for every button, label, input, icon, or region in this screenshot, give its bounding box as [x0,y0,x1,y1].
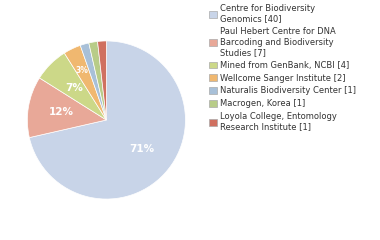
Wedge shape [98,41,106,120]
Text: 3%: 3% [76,66,89,75]
Text: 7%: 7% [65,83,83,93]
Legend: Centre for Biodiversity
Genomics [40], Paul Hebert Centre for DNA
Barcoding and : Centre for Biodiversity Genomics [40], P… [209,4,356,131]
Wedge shape [40,53,106,120]
Wedge shape [80,43,106,120]
Wedge shape [89,42,106,120]
Wedge shape [27,78,106,138]
Wedge shape [64,45,106,120]
Text: 71%: 71% [130,144,155,154]
Text: 12%: 12% [49,107,74,117]
Wedge shape [29,41,185,199]
